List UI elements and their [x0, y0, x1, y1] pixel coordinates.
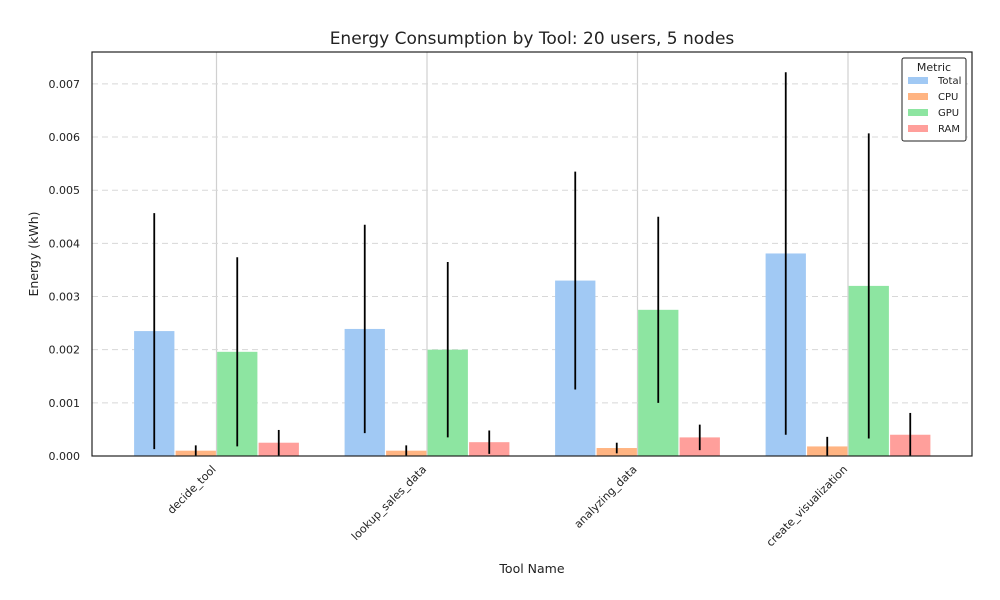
plot-frame: [91, 51, 973, 457]
legend: Metric Total CPU GPU RAM: [901, 57, 967, 142]
y-axis-label: Energy (kWh): [26, 211, 41, 296]
y-tick-label: 0.002: [49, 344, 81, 357]
legend-swatch-ram: [908, 125, 928, 132]
legend-label-gpu: GPU: [938, 108, 959, 119]
y-tick-label: 0.007: [49, 78, 81, 91]
y-tick-label: 0.004: [49, 237, 81, 250]
x-axis-ticks: decide_tool lookup_sales_data analyzing_da…: [165, 463, 850, 549]
legend-items: Total CPU GPU RAM: [908, 76, 961, 135]
x-tick-label: analyzing_data: [572, 463, 640, 531]
legend-swatch-total: [908, 77, 928, 84]
chart-title: Energy Consumption by Tool: 20 users, 5 …: [330, 29, 735, 49]
y-tick-label: 0.000: [49, 450, 81, 463]
x-tick-label: create_visualization: [764, 463, 850, 549]
x-axis-label: Tool Name: [498, 561, 564, 576]
y-tick-label: 0.001: [49, 397, 81, 410]
legend-label-total: Total: [937, 76, 961, 87]
legend-swatch-cpu: [908, 93, 928, 100]
legend-title: Metric: [917, 61, 951, 74]
x-tick-label: decide_tool: [165, 463, 219, 517]
legend-label-cpu: CPU: [938, 92, 958, 103]
legend-label-ram: RAM: [938, 124, 960, 135]
legend-swatch-gpu: [908, 109, 928, 116]
y-tick-label: 0.005: [49, 184, 81, 197]
y-tick-label: 0.003: [49, 291, 81, 304]
error-bars: [153, 72, 912, 456]
x-tick-label: lookup_sales_data: [349, 463, 429, 543]
bars: [134, 253, 931, 456]
y-tick-label: 0.006: [49, 131, 81, 144]
y-axis-ticks: 0.000 0.001 0.002 0.003 0.004 0.005 0.006 0.007: [49, 78, 81, 463]
grid: [92, 52, 972, 456]
